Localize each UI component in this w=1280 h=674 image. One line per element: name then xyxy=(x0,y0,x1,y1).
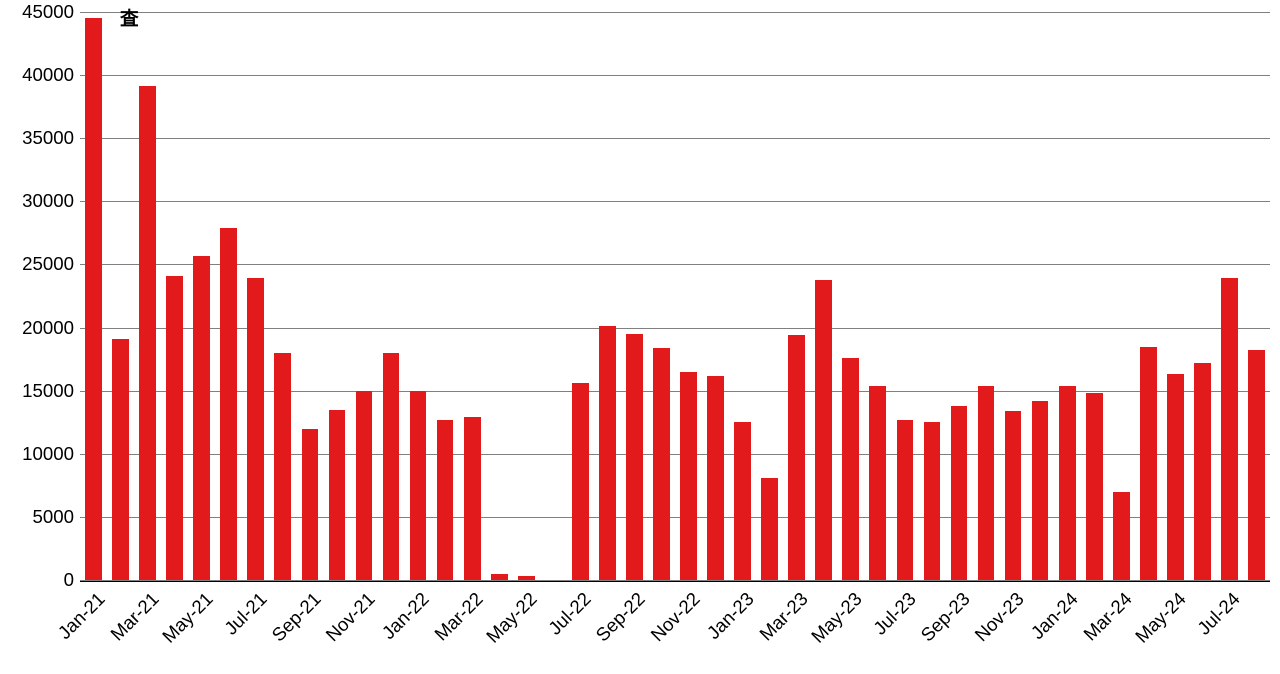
bar xyxy=(1086,393,1103,580)
bar xyxy=(1167,374,1184,580)
bar xyxy=(1248,350,1265,580)
y-tick-label: 45000 xyxy=(22,1,80,23)
bar xyxy=(410,391,427,580)
y-tick-label: 15000 xyxy=(22,380,80,402)
x-axis-labels: Jan-21Mar-21May-21Jul-21Sep-21Nov-21Jan-… xyxy=(80,588,1270,674)
y-tick-label: 5000 xyxy=(32,506,80,528)
bar xyxy=(1059,386,1076,580)
bar xyxy=(869,386,886,580)
bar xyxy=(139,86,156,580)
bar xyxy=(897,420,914,580)
bar xyxy=(193,256,210,580)
y-tick-label: 20000 xyxy=(22,317,80,339)
bar xyxy=(1140,347,1157,581)
bar xyxy=(1032,401,1049,580)
bar xyxy=(1194,363,1211,580)
bar xyxy=(437,420,454,580)
x-tick-label: Jul-21 xyxy=(220,588,271,639)
x-tick-label: Jan-22 xyxy=(378,588,434,644)
bar xyxy=(356,391,373,580)
bar xyxy=(707,376,724,580)
plot-area: 0500010000150002000025000300003500040000… xyxy=(80,12,1270,582)
x-tick-label: Sep-21 xyxy=(267,588,325,646)
bar xyxy=(842,358,859,580)
x-tick-label: Jul-23 xyxy=(869,588,920,639)
x-tick-label: May-22 xyxy=(482,588,542,648)
grid-line xyxy=(80,12,1270,13)
bar xyxy=(274,353,291,580)
x-tick-label: Nov-21 xyxy=(321,588,379,646)
bar xyxy=(329,410,346,580)
grid-line xyxy=(80,264,1270,265)
bar xyxy=(383,353,400,580)
x-tick-label: Mar-21 xyxy=(106,588,163,645)
y-tick-label: 0 xyxy=(64,569,80,591)
x-tick-label: Mar-24 xyxy=(1079,588,1136,645)
bar xyxy=(247,278,264,580)
grid-line xyxy=(80,75,1270,76)
bar xyxy=(491,574,508,580)
bar xyxy=(572,383,589,580)
bar xyxy=(1221,278,1238,580)
bar xyxy=(924,422,941,580)
bar xyxy=(166,276,183,580)
bar xyxy=(599,326,616,580)
grid-line xyxy=(80,201,1270,202)
bar xyxy=(978,386,995,580)
bar xyxy=(1005,411,1022,580)
bar xyxy=(112,339,129,580)
x-tick-label: May-24 xyxy=(1131,588,1191,648)
bar xyxy=(85,18,102,580)
x-tick-label: May-23 xyxy=(807,588,867,648)
bar xyxy=(302,429,319,580)
x-tick-label: Nov-22 xyxy=(646,588,704,646)
x-tick-label: Jul-24 xyxy=(1193,588,1244,639)
bar xyxy=(680,372,697,580)
bar xyxy=(761,478,778,580)
bar xyxy=(734,422,751,580)
bar xyxy=(518,576,535,580)
x-tick-label: Jan-21 xyxy=(53,588,109,644)
bar-chart: 0 5000 10000 15000 20000 25000 30000 35000 40000… xyxy=(0,0,1280,674)
y-tick-label: 35000 xyxy=(22,127,80,149)
grid-line xyxy=(80,138,1270,139)
bar xyxy=(626,334,643,580)
bar xyxy=(951,406,968,580)
bar xyxy=(788,335,805,580)
bar xyxy=(220,228,237,580)
x-tick-label: Nov-23 xyxy=(971,588,1029,646)
y-tick-label: 40000 xyxy=(22,64,80,86)
grid-line xyxy=(80,580,1270,581)
x-tick-label: Sep-22 xyxy=(592,588,650,646)
bar xyxy=(815,280,832,580)
x-tick-label: Jan-23 xyxy=(702,588,758,644)
bar xyxy=(1113,492,1130,580)
x-tick-label: Mar-22 xyxy=(430,588,487,645)
bar xyxy=(464,417,481,580)
x-tick-label: Jul-22 xyxy=(544,588,595,639)
y-tick-label: 10000 xyxy=(22,443,80,465)
x-tick-label: May-21 xyxy=(158,588,218,648)
x-tick-label: Mar-23 xyxy=(755,588,812,645)
x-tick-label: Jan-24 xyxy=(1027,588,1083,644)
corner-glyph: 査 xyxy=(120,4,139,31)
y-tick-label: 25000 xyxy=(22,253,80,275)
bar xyxy=(653,348,670,580)
x-tick-label: Sep-23 xyxy=(916,588,974,646)
y-tick-label: 30000 xyxy=(22,190,80,212)
